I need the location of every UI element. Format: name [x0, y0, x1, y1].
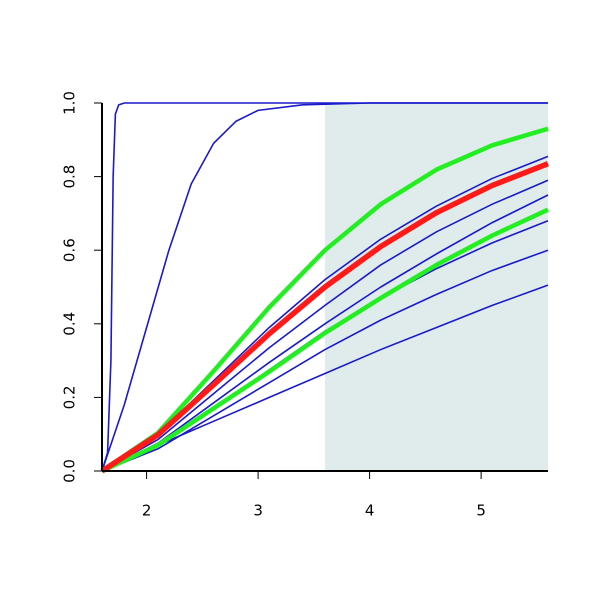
y-tick-label: 0.0 [61, 459, 79, 483]
x-tick-label: 2 [142, 502, 152, 520]
series-line [101, 102, 548, 472]
x-tick-label: 3 [253, 502, 263, 520]
x-tick-label: 5 [476, 502, 486, 520]
shaded-region [325, 103, 548, 471]
series-line [101, 194, 549, 472]
series-line [101, 284, 549, 472]
y-tick-label: 0.2 [61, 385, 79, 409]
x-tick-label: 4 [365, 502, 375, 520]
y-tick-label: 1.0 [61, 91, 79, 115]
series-line [100, 126, 549, 473]
y-tick-label: 0.6 [61, 238, 79, 262]
series-line [101, 207, 549, 474]
y-tick-label: 0.8 [61, 165, 79, 189]
series-line [100, 161, 549, 474]
series-line [101, 102, 548, 472]
y-tick-label: 0.4 [61, 312, 79, 336]
series-line [101, 179, 549, 472]
